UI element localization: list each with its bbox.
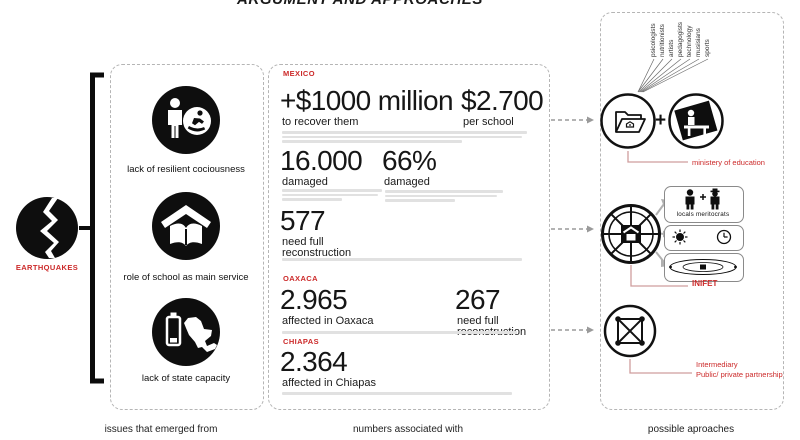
- school-service-icon: [150, 190, 222, 262]
- specialist-label: nutritionists: [659, 24, 666, 57]
- stat-chiapas-affected-value: 2.364: [280, 346, 348, 377]
- intermediary-label-line1: Intermediary: [696, 360, 738, 369]
- earthquake-label: EARTHQUAKES: [15, 263, 79, 272]
- issue-label: lack of resilient cociousness: [127, 164, 245, 175]
- stat-per-school-value: $2.700: [461, 85, 544, 116]
- network-partnership-icon: [602, 303, 658, 359]
- page-title: ARGUMENT AND APPROACHES: [0, 0, 720, 8]
- locals-meritocrats-label: locals meritocrats: [676, 211, 730, 218]
- people-pair-icon: [676, 188, 730, 210]
- stat-damaged-pct-caption: damaged: [384, 176, 430, 188]
- citation-blur: [282, 189, 382, 203]
- citation-blur: [282, 392, 512, 397]
- numbers-caption: numbers associated with: [352, 424, 464, 435]
- citation-blur: [282, 258, 522, 263]
- citation-blur: [282, 131, 527, 145]
- approaches-caption: possible aproaches: [647, 424, 735, 435]
- earthquake-icon: [14, 195, 80, 261]
- inifet-wheel-icon: [600, 203, 662, 265]
- issue-label: role of school as main service: [123, 272, 249, 283]
- plus-icon: +: [655, 110, 667, 131]
- stat-per-school-caption: per school: [463, 116, 514, 128]
- state-capacity-icon: [150, 296, 222, 368]
- section-label-oaxaca: OAXACA: [283, 274, 318, 283]
- stat-oaxaca-affected-value: 2.965: [280, 284, 348, 315]
- citation-blur: [282, 331, 517, 336]
- orbit-icon: [667, 255, 739, 279]
- stat-oaxaca-reconstruction-value: 267: [455, 284, 501, 315]
- specialist-label: sports: [704, 39, 711, 57]
- issue-label: lack of state capacity: [141, 373, 231, 384]
- ministry-label: ministery of education: [692, 158, 765, 167]
- approaches-panel: [600, 12, 784, 410]
- official-desk-icon: [667, 92, 725, 150]
- intermediary-label-line2: Public/ private partnership: [696, 370, 783, 379]
- issues-panel: [110, 64, 264, 410]
- inifet-label: INIFET: [692, 279, 718, 288]
- stat-damaged-count-value: 16.000: [280, 145, 363, 176]
- folder-school-icon: [599, 92, 657, 150]
- locals-meritocrats-box: [664, 186, 744, 223]
- stat-damaged-count-caption: damaged: [282, 176, 328, 188]
- stat-recover-value: +$1000 million: [280, 85, 454, 116]
- section-label-chiapas: CHIAPAS: [283, 337, 319, 346]
- issues-caption: issues that emerged from: [104, 424, 218, 435]
- sun-moon-clock-icon: [667, 226, 739, 248]
- numbers-panel: [268, 64, 550, 410]
- stat-recover-caption: to recover them: [282, 116, 359, 128]
- stat-full-reconstruction-caption: need full reconstruction: [282, 236, 352, 259]
- section-label-mexico: MEXICO: [283, 69, 315, 78]
- stat-full-reconstruction-value: 577: [280, 205, 326, 236]
- stat-damaged-pct-value: 66%: [382, 145, 437, 176]
- specialist-label: artists: [668, 39, 675, 57]
- specialist-label: pedagogists: [677, 21, 684, 57]
- citation-blur: [385, 190, 503, 204]
- stat-oaxaca-affected-caption: affected in Oaxaca: [282, 315, 374, 327]
- specialist-label: technology: [686, 25, 693, 57]
- stat-chiapas-affected-caption: affected in Chiapas: [282, 377, 376, 389]
- specialist-label: musisians: [695, 28, 702, 57]
- specialist-label: psicologists: [650, 23, 657, 57]
- resilient-consciousness-icon: [150, 84, 222, 156]
